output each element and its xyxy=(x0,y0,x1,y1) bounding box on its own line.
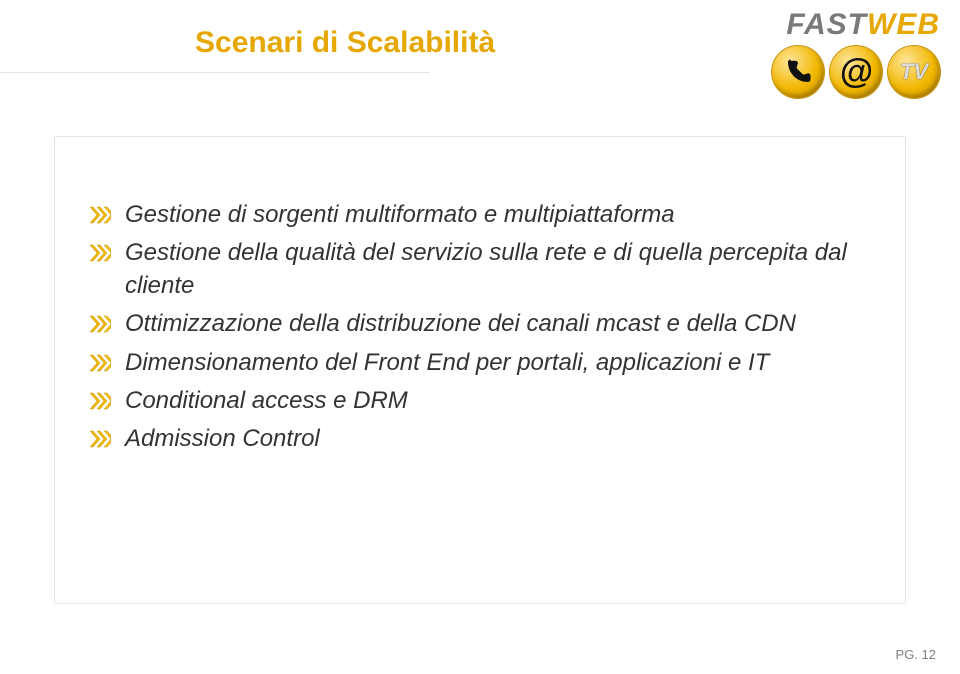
content-box: Gestione di sorgenti multiformato e mult… xyxy=(54,136,906,604)
list-item: Gestione della qualità del servizio sull… xyxy=(89,237,869,302)
page-title: Scenari di Scalabilità xyxy=(195,26,495,60)
arrows-bullet-icon xyxy=(89,429,111,449)
list-item: Gestione di sorgenti multiformato e mult… xyxy=(89,199,869,231)
title-underline xyxy=(0,72,430,73)
at-icon: @ xyxy=(830,46,882,98)
list-item-text: Dimensionamento del Front End per portal… xyxy=(125,347,769,379)
tv-icon: TV xyxy=(888,46,940,98)
slide: FASTWEB @ TV Scenari di Scalabilità Gest… xyxy=(0,0,960,674)
brand-text: FASTWEB xyxy=(685,10,940,40)
list-item: Ottimizzazione della distribuzione dei c… xyxy=(89,308,869,340)
brand-part1: FAST xyxy=(786,8,867,41)
list-item-text: Conditional access e DRM xyxy=(125,385,408,417)
list-item-text: Gestione della qualità del servizio sull… xyxy=(125,237,869,302)
list-item-text: Admission Control xyxy=(125,423,320,455)
arrows-bullet-icon xyxy=(89,391,111,411)
list-item: Admission Control xyxy=(89,423,869,455)
page-number: PG. 12 xyxy=(896,647,936,662)
arrows-bullet-icon xyxy=(89,314,111,334)
arrows-bullet-icon xyxy=(89,353,111,373)
arrows-bullet-icon xyxy=(89,205,111,225)
phone-icon xyxy=(772,46,824,98)
list-item: Conditional access e DRM xyxy=(89,385,869,417)
arrows-bullet-icon xyxy=(89,243,111,263)
brand-logo: FASTWEB @ TV xyxy=(685,10,940,98)
bullet-list: Gestione di sorgenti multiformato e mult… xyxy=(89,199,869,462)
brand-part2: WEB xyxy=(867,8,940,41)
list-item-text: Ottimizzazione della distribuzione dei c… xyxy=(125,308,796,340)
header-icon-row: @ TV xyxy=(685,46,940,98)
list-item: Dimensionamento del Front End per portal… xyxy=(89,347,869,379)
list-item-text: Gestione di sorgenti multiformato e mult… xyxy=(125,199,675,231)
